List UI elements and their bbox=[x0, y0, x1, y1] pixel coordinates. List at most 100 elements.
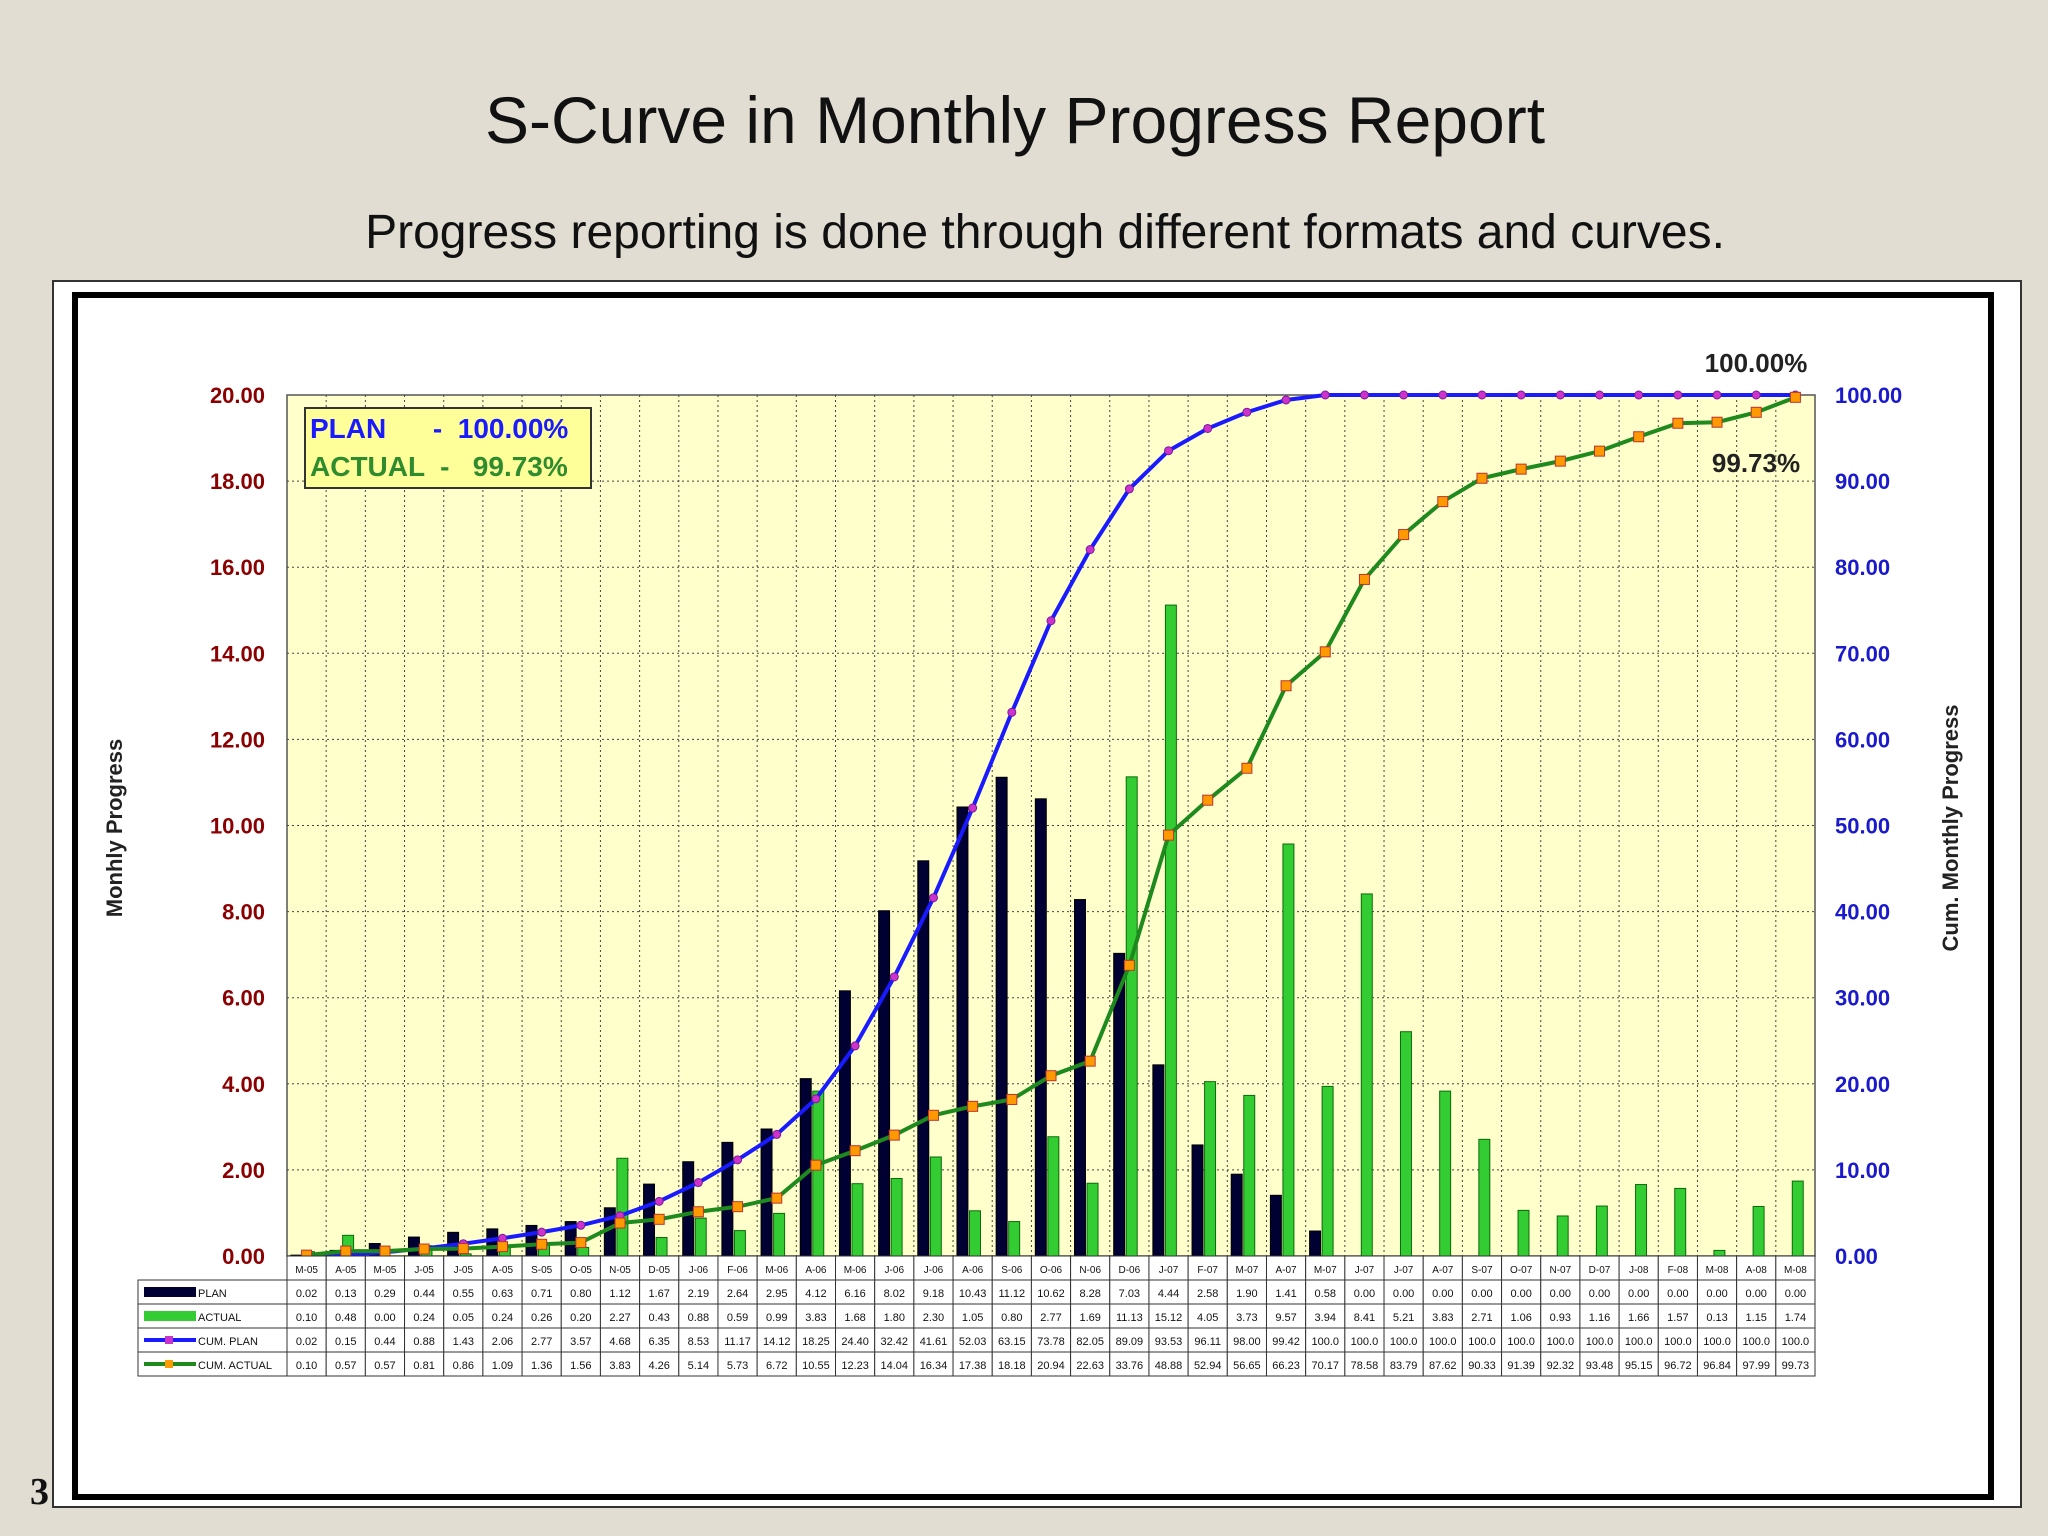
table-value: 91.39 bbox=[1507, 1360, 1535, 1372]
table-value: 2.95 bbox=[766, 1288, 787, 1300]
category-label: O-07 bbox=[1510, 1265, 1533, 1276]
actual-bar bbox=[1125, 776, 1138, 1257]
table-cell bbox=[1226, 1351, 1267, 1377]
cum-plan-marker bbox=[1673, 390, 1683, 400]
table-value: 0.93 bbox=[1550, 1312, 1571, 1324]
table-value: 0.26 bbox=[531, 1312, 552, 1324]
table-value: 1.36 bbox=[531, 1360, 552, 1372]
table-value: 1.80 bbox=[884, 1312, 905, 1324]
category-label: M-08 bbox=[1706, 1265, 1729, 1276]
table-cell bbox=[1265, 1279, 1307, 1305]
cum-plan-marker bbox=[576, 1220, 586, 1230]
cum-actual-marker bbox=[457, 1243, 469, 1255]
cum-plan-marker bbox=[654, 1196, 664, 1206]
table-value: 87.62 bbox=[1429, 1360, 1457, 1372]
cum-plan-marker bbox=[1007, 707, 1017, 717]
table-cell bbox=[286, 1279, 327, 1305]
table-value: 2.71 bbox=[1471, 1312, 1492, 1324]
table-value: 0.86 bbox=[453, 1360, 474, 1372]
actual-bar bbox=[1791, 1180, 1804, 1257]
table-value: 4.44 bbox=[1158, 1288, 1179, 1300]
table-cell bbox=[991, 1351, 1032, 1377]
table-value: 8.41 bbox=[1354, 1312, 1375, 1324]
table-cell bbox=[1696, 1351, 1738, 1377]
table-value: 100.0 bbox=[1586, 1336, 1614, 1348]
left-tick-label: 16.00 bbox=[210, 555, 265, 580]
right-tick-label: 10.00 bbox=[1835, 1158, 1890, 1183]
table-cell bbox=[1148, 1303, 1189, 1329]
table-cell bbox=[835, 1303, 876, 1329]
table-value: 100.0 bbox=[1703, 1336, 1731, 1348]
y2-axis-title: Cum. Monthly Progress bbox=[1938, 705, 1963, 952]
plan-end-annotation: 100.00% bbox=[1705, 348, 1808, 378]
cum-actual-marker bbox=[1045, 1070, 1057, 1082]
cum-plan-marker bbox=[1320, 390, 1330, 400]
category-label: A-05 bbox=[335, 1265, 357, 1276]
table-cell bbox=[913, 1327, 954, 1353]
category-label: J-06 bbox=[885, 1265, 905, 1276]
table-cell bbox=[1461, 1327, 1503, 1353]
table-value: 1.74 bbox=[1785, 1312, 1806, 1324]
table-cell bbox=[1383, 1303, 1424, 1329]
plan-bar bbox=[525, 1224, 538, 1257]
actual-bar bbox=[694, 1217, 707, 1257]
table-value: 0.20 bbox=[570, 1312, 591, 1324]
table-cell bbox=[795, 1303, 837, 1329]
table-value: 96.11 bbox=[1194, 1336, 1221, 1348]
actual-bar bbox=[1008, 1221, 1021, 1257]
cum-actual-marker bbox=[1163, 829, 1175, 841]
table-cell bbox=[1109, 1327, 1150, 1353]
table-value: 1.56 bbox=[570, 1360, 591, 1372]
cum-actual-marker bbox=[1515, 463, 1527, 475]
table-value: 1.05 bbox=[962, 1312, 983, 1324]
table-cell bbox=[1579, 1303, 1620, 1329]
cum-actual-marker bbox=[692, 1206, 704, 1218]
cum-actual-marker bbox=[1476, 472, 1488, 484]
table-value: 3.73 bbox=[1236, 1312, 1257, 1324]
cum-actual-marker bbox=[1750, 406, 1762, 418]
category-label: A-06 bbox=[962, 1265, 984, 1276]
category-cell bbox=[952, 1255, 993, 1281]
table-value: 33.76 bbox=[1116, 1360, 1144, 1372]
cum-plan-marker bbox=[968, 803, 978, 813]
cum-actual-marker bbox=[732, 1201, 744, 1213]
table-value: 93.53 bbox=[1155, 1336, 1183, 1348]
category-cell bbox=[639, 1255, 680, 1281]
table-value: 100.0 bbox=[1311, 1336, 1339, 1348]
category-label: J-07 bbox=[1355, 1265, 1375, 1276]
table-value: 0.00 bbox=[1746, 1288, 1767, 1300]
plan-bar bbox=[878, 910, 891, 1257]
table-cell bbox=[325, 1327, 366, 1353]
table-cell bbox=[678, 1327, 719, 1353]
table-value: 0.63 bbox=[492, 1288, 513, 1300]
cum-actual-marker bbox=[1398, 529, 1410, 541]
category-cell bbox=[1305, 1255, 1346, 1281]
category-cell bbox=[1696, 1255, 1738, 1281]
table-value: 96.84 bbox=[1703, 1360, 1731, 1372]
left-tick-label: 12.00 bbox=[210, 727, 265, 752]
table-cell bbox=[1226, 1327, 1267, 1353]
category-label: F-07 bbox=[1197, 1265, 1218, 1276]
actual-bar bbox=[1439, 1090, 1452, 1257]
cum-plan-marker bbox=[1281, 395, 1291, 405]
table-value: 97.99 bbox=[1742, 1360, 1770, 1372]
right-tick-label: 90.00 bbox=[1835, 469, 1890, 494]
category-label: D-05 bbox=[648, 1265, 670, 1276]
table-cell bbox=[599, 1351, 641, 1377]
table-cell bbox=[678, 1303, 719, 1329]
table-cell bbox=[325, 1351, 366, 1377]
category-label: A-06 bbox=[805, 1265, 827, 1276]
table-cell bbox=[795, 1351, 837, 1377]
table-value: 0.02 bbox=[296, 1336, 317, 1348]
table-cell bbox=[756, 1351, 797, 1377]
cum-actual-marker bbox=[888, 1129, 900, 1141]
category-label: O-05 bbox=[570, 1265, 593, 1276]
table-value: 1.41 bbox=[1275, 1288, 1296, 1300]
actual-bar bbox=[577, 1246, 590, 1257]
table-cell bbox=[1265, 1351, 1307, 1377]
left-tick-label: 20.00 bbox=[210, 383, 265, 408]
cum-actual-marker bbox=[1006, 1093, 1018, 1105]
table-cell bbox=[1775, 1351, 1816, 1377]
table-value: 2.06 bbox=[492, 1336, 513, 1348]
